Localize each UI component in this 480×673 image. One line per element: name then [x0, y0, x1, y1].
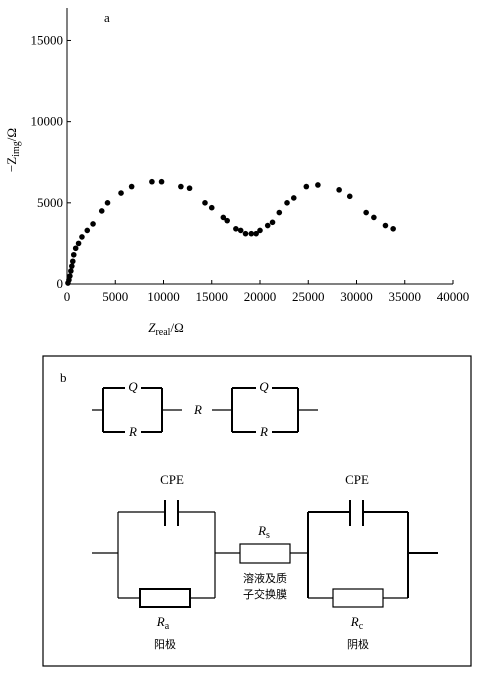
wire — [92, 511, 308, 599]
x-tick-label: 25000 — [292, 289, 325, 304]
point — [346, 193, 353, 200]
x-label-sub: real — [155, 327, 170, 338]
point — [264, 222, 271, 229]
x-tick-label: 35000 — [389, 289, 422, 304]
label-sub: a — [165, 621, 170, 632]
point — [202, 200, 208, 206]
element-label: R — [128, 424, 137, 439]
element-label: Q — [259, 379, 269, 394]
parallel-block — [102, 387, 163, 433]
point — [315, 182, 321, 188]
point — [363, 209, 369, 216]
point — [68, 268, 74, 274]
point — [67, 273, 73, 279]
element-label: CPE — [345, 472, 369, 487]
point — [69, 263, 75, 269]
point — [257, 227, 263, 234]
element-label: Rc — [350, 614, 364, 632]
x-tick-label: 5000 — [102, 289, 128, 304]
note: 溶液及质 — [243, 571, 287, 585]
point — [75, 240, 82, 247]
label-main: R — [257, 523, 266, 538]
label-sub: c — [359, 621, 364, 632]
point — [233, 226, 239, 232]
label-main: R — [350, 614, 359, 629]
point — [276, 209, 283, 216]
point — [149, 178, 155, 185]
point — [269, 219, 276, 226]
point — [224, 217, 230, 224]
element-label: Q — [128, 379, 138, 394]
point — [178, 183, 184, 190]
point — [98, 208, 105, 214]
point — [118, 190, 124, 196]
point — [237, 227, 244, 234]
y-axis-label: −Zimg/Ω — [4, 128, 22, 172]
point — [253, 230, 259, 237]
capacitor — [164, 500, 179, 526]
x-label-unit: /Ω — [170, 320, 183, 335]
circuit-diagram: b Q R R Q R CPE CPE Rs 溶液及质 子交换膜 Ra 阳极 R… — [42, 355, 472, 667]
point — [70, 251, 77, 258]
point — [69, 258, 76, 265]
x-axis-label: Zreal/Ω — [148, 320, 184, 338]
point — [290, 195, 297, 201]
point — [104, 200, 111, 206]
y-label-sub: img — [11, 141, 22, 157]
x-tick-label: 15000 — [196, 289, 229, 304]
element-label: Ra — [156, 614, 170, 632]
x-tick-label: 40000 — [437, 289, 470, 304]
label-sub: s — [266, 530, 270, 541]
y-tick-label: 5000 — [37, 195, 63, 210]
point — [79, 234, 85, 240]
wire — [307, 511, 438, 598]
point — [158, 178, 165, 185]
element-label: CPE — [160, 472, 184, 487]
label-main: R — [156, 614, 165, 629]
note: 阳极 — [154, 637, 176, 651]
resistor — [332, 588, 384, 608]
point — [128, 183, 135, 190]
resistor — [239, 543, 291, 564]
chart: a Zreal/Ω −Zimg/Ω 0 5000 10000 15000 20000 25… — [4, 8, 469, 338]
element-label: R — [193, 402, 202, 417]
y-tick-label: 15000 — [31, 32, 64, 47]
panel-label: a — [104, 10, 110, 25]
point — [284, 200, 290, 206]
element-label: Rs — [257, 523, 270, 541]
point — [390, 226, 396, 232]
note: 阴极 — [347, 637, 369, 651]
parallel-block — [231, 387, 299, 433]
y-label-unit: /Ω — [4, 128, 19, 141]
x-label-main: Z — [148, 320, 156, 335]
resistor — [139, 588, 191, 608]
y-tick-label: 10000 — [31, 114, 64, 129]
point — [371, 214, 377, 221]
point — [336, 187, 342, 193]
point — [248, 230, 255, 237]
point — [186, 185, 193, 192]
y-tick-label: 0 — [57, 276, 64, 291]
point — [72, 245, 79, 252]
point — [242, 230, 249, 237]
x-tick-label: 10000 — [147, 289, 180, 304]
point — [90, 221, 96, 227]
x-tick-label: 30000 — [340, 289, 373, 304]
point — [208, 204, 215, 211]
point — [220, 214, 227, 221]
x-tick-label: 0 — [64, 289, 71, 304]
panel-frame — [42, 355, 472, 667]
y-label-main: −Z — [4, 157, 19, 172]
x-tick-label: 20000 — [244, 289, 277, 304]
panel-label: b — [60, 370, 67, 385]
point — [84, 227, 91, 234]
capacitor — [349, 500, 364, 526]
element-label: R — [259, 424, 268, 439]
point — [303, 183, 310, 190]
note: 子交换膜 — [243, 587, 287, 601]
point — [382, 222, 389, 229]
